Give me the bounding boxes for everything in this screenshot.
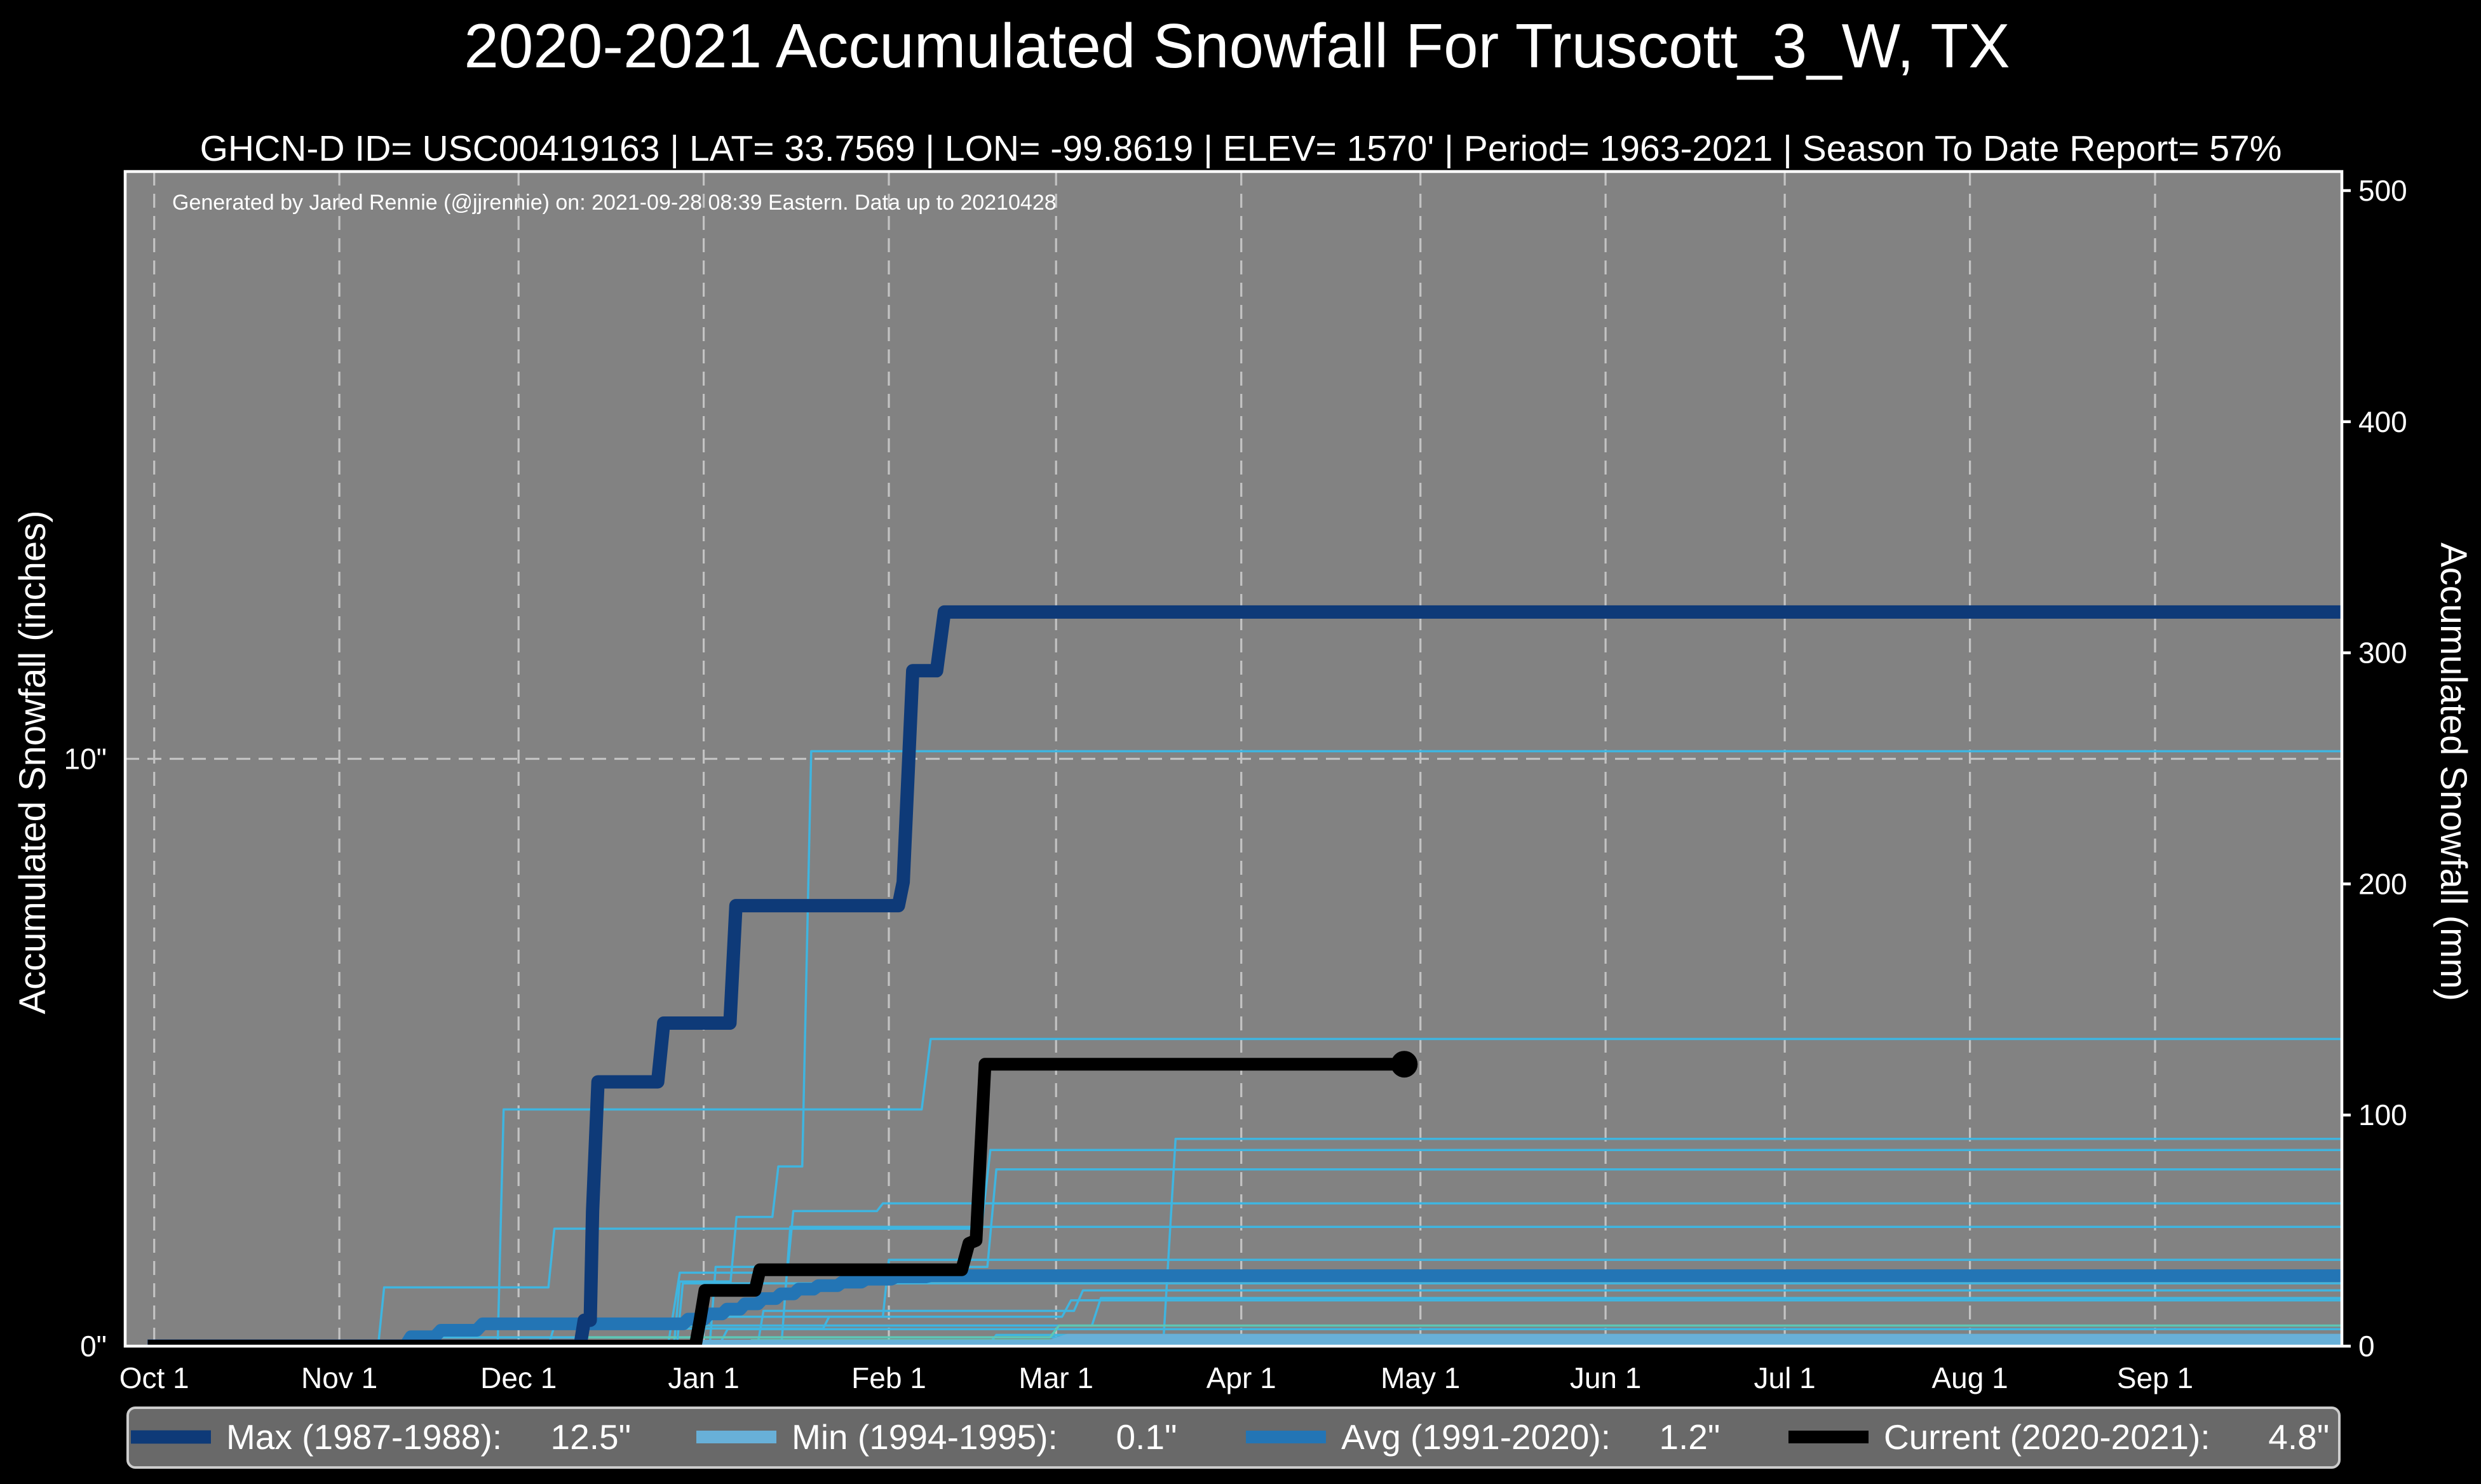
svg-text:Generated by Jared Rennie (@jj: Generated by Jared Rennie (@jjrennie) on… (172, 191, 1057, 215)
svg-text:Min (1994-1995): 0.1": Min (1994-1995): 0.1" (792, 1417, 1177, 1457)
svg-text:Dec 1: Dec 1 (480, 1361, 557, 1394)
svg-text:Current (2020-2021): 4.8": Current (2020-2021): 4.8" (1884, 1417, 2329, 1457)
svg-text:Apr 1: Apr 1 (1207, 1361, 1276, 1394)
svg-text:Accumulated Snowfall (mm): Accumulated Snowfall (mm) (2433, 543, 2474, 1001)
svg-text:400: 400 (2358, 405, 2407, 438)
svg-text:300: 300 (2358, 637, 2407, 670)
svg-text:Max (1987-1988): 12.5": Max (1987-1988): 12.5" (226, 1417, 631, 1457)
svg-text:500: 500 (2358, 174, 2407, 207)
svg-text:Oct 1: Oct 1 (119, 1361, 189, 1394)
svg-text:Mar 1: Mar 1 (1018, 1361, 1093, 1394)
svg-text:GHCN-D ID= USC00419163 | LAT=: GHCN-D ID= USC00419163 | LAT= 33.7569 | … (200, 128, 2282, 169)
svg-text:Aug 1: Aug 1 (1931, 1361, 2008, 1394)
svg-text:100: 100 (2358, 1098, 2407, 1131)
svg-text:Accumulated Snowfall (inches): Accumulated Snowfall (inches) (12, 510, 53, 1014)
svg-text:Jul 1: Jul 1 (1754, 1361, 1816, 1394)
svg-text:May 1: May 1 (1381, 1361, 1460, 1394)
svg-text:Jun 1: Jun 1 (1570, 1361, 1642, 1394)
svg-text:10": 10" (64, 743, 107, 776)
svg-text:200: 200 (2358, 867, 2407, 900)
svg-text:0: 0 (2358, 1330, 2375, 1363)
svg-text:Sep 1: Sep 1 (2117, 1361, 2193, 1394)
svg-text:2020-2021 Accumulated Snowfall: 2020-2021 Accumulated Snowfall For Trusc… (464, 11, 2010, 81)
svg-text:Avg (1991-2020): 1.2": Avg (1991-2020): 1.2" (1341, 1417, 1720, 1457)
svg-text:Feb 1: Feb 1 (851, 1361, 926, 1394)
svg-text:Jan 1: Jan 1 (668, 1361, 740, 1394)
svg-text:Nov 1: Nov 1 (301, 1361, 377, 1394)
svg-text:0": 0" (80, 1330, 107, 1363)
